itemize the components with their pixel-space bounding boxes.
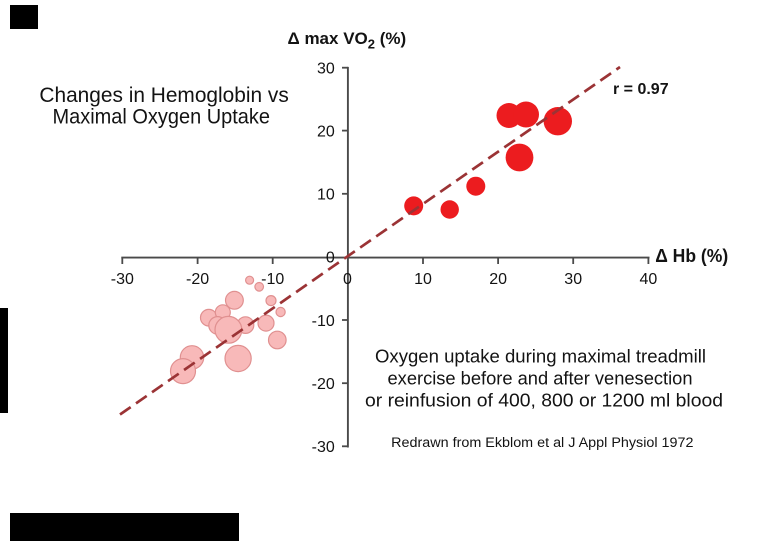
- svg-text:Redrawn from Ekblom et al J Ap: Redrawn from Ekblom et al J Appl Physiol…: [391, 435, 693, 451]
- svg-text:-10: -10: [261, 271, 284, 288]
- svg-text:10: 10: [317, 187, 335, 204]
- svg-text:-30: -30: [312, 439, 335, 456]
- svg-text:10: 10: [414, 271, 432, 288]
- svg-text:0: 0: [326, 250, 335, 267]
- svg-text:40: 40: [640, 271, 658, 288]
- svg-text:-30: -30: [111, 271, 134, 288]
- svg-text:30: 30: [564, 271, 582, 288]
- svg-text:Δ max VO2 (%): Δ max VO2 (%): [288, 29, 407, 52]
- svg-text:-20: -20: [312, 376, 335, 393]
- svg-text:r = 0.97: r = 0.97: [613, 81, 669, 98]
- svg-text:-20: -20: [186, 271, 209, 288]
- svg-text:20: 20: [489, 271, 507, 288]
- svg-text:or reinfusion of 400, 800 or 1: or reinfusion of 400, 800 or 1200 ml blo…: [365, 389, 723, 410]
- svg-text:Δ Hb (%): Δ Hb (%): [655, 246, 728, 266]
- svg-text:-10: -10: [312, 313, 335, 330]
- svg-text:20: 20: [317, 123, 335, 140]
- svg-text:Maximal Oxygen Uptake: Maximal Oxygen Uptake: [53, 106, 271, 129]
- svg-text:Oxygen uptake during maximal t: Oxygen uptake during maximal treadmill: [375, 345, 706, 366]
- svg-text:Changes in Hemoglobin vs: Changes in Hemoglobin vs: [39, 84, 288, 107]
- svg-text:exercise before and after vene: exercise before and after venesection: [388, 367, 693, 388]
- svg-text:0: 0: [343, 271, 352, 288]
- svg-text:30: 30: [317, 60, 335, 77]
